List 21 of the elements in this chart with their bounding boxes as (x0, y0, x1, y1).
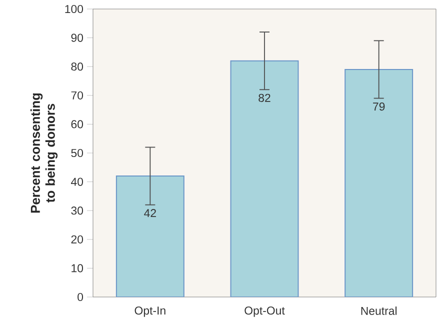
bar (116, 176, 184, 297)
x-tick-label: Opt-In (134, 306, 166, 317)
y-tick-label: 80 (71, 62, 84, 71)
bar (230, 60, 299, 297)
data-label: 42 (144, 209, 156, 218)
y-tick-label: 60 (71, 120, 84, 128)
x-tick-label: Opt-Out (244, 306, 285, 317)
y-tick-label: 50 (71, 148, 84, 158)
y-tick-label: 30 (71, 206, 84, 215)
y-tick-label: 40 (71, 178, 84, 186)
y-tick-label: 0 (78, 292, 84, 302)
y-tick-label: 10 (72, 264, 84, 272)
bar (344, 68, 414, 297)
data-label: 82 (258, 94, 270, 102)
data-label: 79 (373, 102, 385, 111)
y-axis-title: Percent consenting to being donors (30, 93, 58, 213)
y-tick-label: 20 (71, 235, 84, 244)
x-tick-label: Neutral (361, 306, 397, 315)
y-tick-label: 100 (65, 4, 84, 14)
y-tick-label: 90 (71, 34, 84, 42)
y-tick-label: 70 (71, 91, 84, 100)
